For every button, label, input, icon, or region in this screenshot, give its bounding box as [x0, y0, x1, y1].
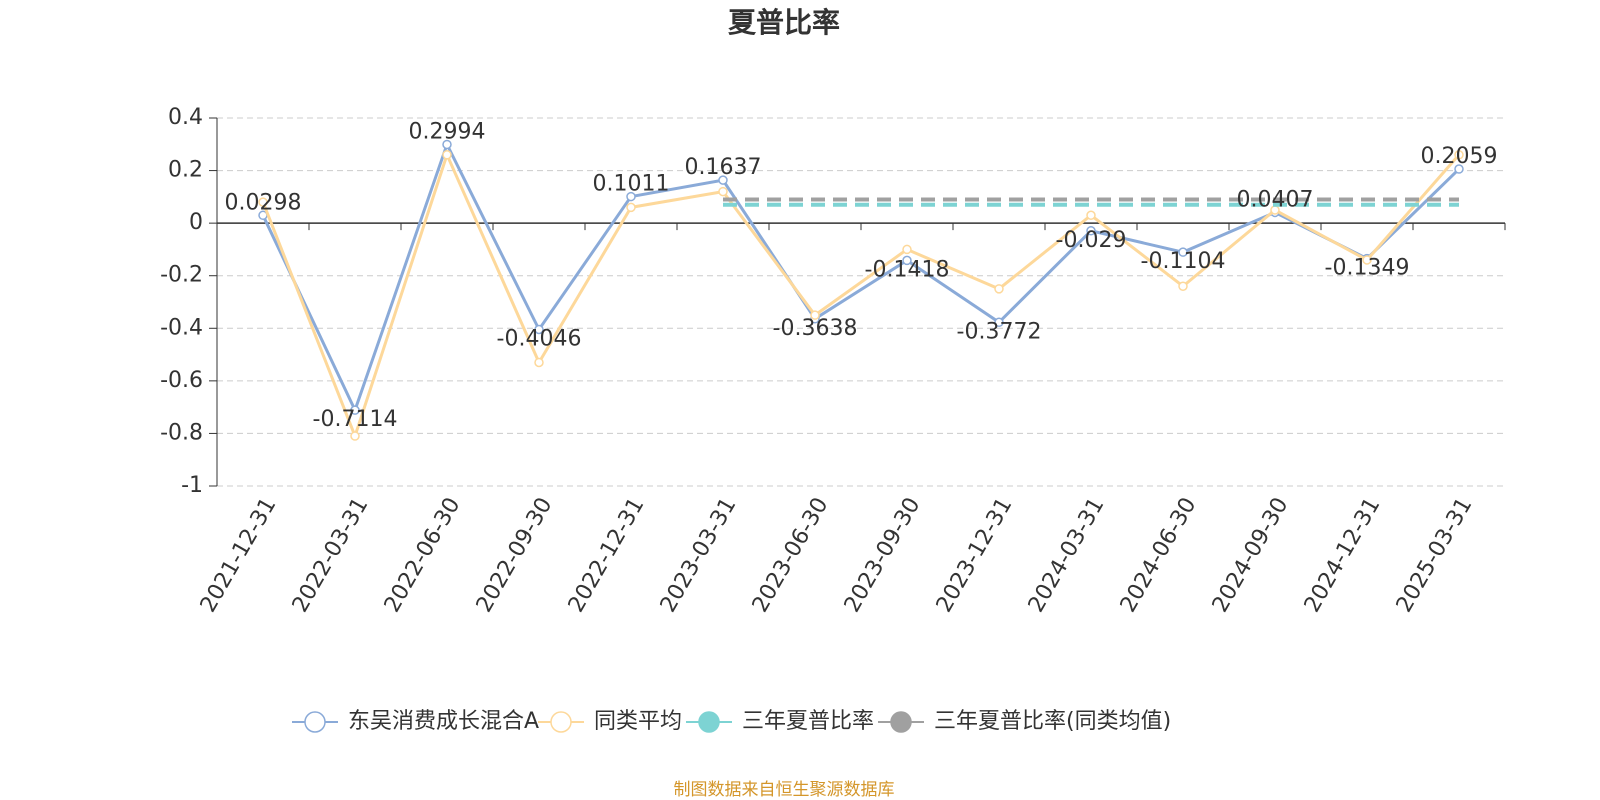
x-tick-label: 2022-06-30 [380, 494, 466, 617]
y-tick-label: -0.8 [160, 420, 203, 445]
x-tick-label: 2023-09-30 [840, 494, 926, 617]
data-label: 0.2994 [409, 119, 486, 144]
x-tick-label: 2025-03-31 [1392, 494, 1478, 617]
data-point [1178, 247, 1188, 257]
series-line [261, 150, 1461, 441]
y-tick-label: 0.4 [168, 105, 203, 130]
y-tick-label: 0 [189, 210, 203, 235]
x-tick-label: 2024-12-31 [1300, 494, 1386, 617]
data-point [350, 405, 360, 415]
x-tick-label: 2022-09-30 [472, 494, 558, 617]
legend-marker [550, 711, 572, 733]
data-point [994, 317, 1004, 328]
y-tick-label: -0.2 [160, 263, 203, 288]
data-label: -0.1418 [865, 257, 950, 282]
data-point [902, 255, 912, 266]
x-tick-label: 2022-12-31 [564, 494, 650, 617]
y-tick-label: 0.2 [168, 158, 203, 183]
x-tick-label: 2024-03-31 [1024, 494, 1110, 617]
x-tick-label: 2021-12-31 [196, 494, 282, 617]
data-label: 0.2059 [1421, 144, 1498, 169]
data-label: 0.0407 [1237, 187, 1314, 212]
legend-label: 三年夏普比率(同类均值) [934, 709, 1171, 734]
x-tick-label: 2022-03-31 [288, 494, 374, 617]
data-point [626, 191, 636, 202]
x-tick-label: 2023-12-31 [932, 494, 1018, 617]
data-label: 0.1011 [593, 172, 670, 197]
data-label: -0.1349 [1325, 256, 1410, 281]
data-point [810, 310, 820, 320]
data-point [902, 244, 912, 255]
data-point [442, 139, 452, 150]
data-label: 0.1637 [685, 155, 762, 180]
legend-marker [304, 711, 326, 733]
data-label: -0.3638 [773, 316, 858, 341]
x-tick-label: 2023-06-30 [748, 494, 834, 617]
data-point [350, 431, 360, 441]
legend-label: 三年夏普比率 [742, 709, 874, 734]
data-label: -0.3772 [957, 319, 1042, 344]
data-point [258, 197, 268, 207]
data-point [626, 202, 636, 213]
y-tick-label: -1 [181, 473, 203, 498]
data-label: -0.029 [1056, 228, 1127, 253]
series-line [261, 140, 1461, 415]
chart-title: 夏普比率 [728, 6, 840, 39]
y-tick-label: -0.6 [160, 368, 203, 393]
data-point [1086, 210, 1096, 221]
data-point [1454, 164, 1464, 174]
data-point [534, 324, 544, 335]
data-label: 0.0298 [225, 190, 302, 215]
legend-label: 东吴消费成长混合A [348, 709, 539, 734]
data-point [1362, 255, 1372, 265]
legend-marker [698, 711, 720, 733]
data-point [1454, 150, 1464, 160]
y-tick-label: -0.4 [160, 315, 203, 340]
data-point [534, 357, 544, 368]
data-point [994, 284, 1004, 294]
source-note: 制图数据来自恒生聚源数据库 [674, 780, 895, 800]
data-point [1178, 281, 1188, 291]
data-point [442, 150, 452, 160]
data-point [1086, 226, 1096, 236]
x-tick-label: 2024-09-30 [1208, 494, 1294, 617]
data-label: -0.1104 [1141, 249, 1226, 274]
data-point [718, 186, 728, 197]
data-point [718, 175, 728, 185]
data-label: -0.4046 [497, 326, 582, 351]
data-label: -0.7114 [313, 407, 398, 432]
legend-marker [890, 711, 912, 733]
x-tick-label: 2024-06-30 [1116, 494, 1202, 617]
x-tick-label: 2023-03-31 [656, 494, 742, 617]
legend-label: 同类平均 [594, 709, 682, 734]
